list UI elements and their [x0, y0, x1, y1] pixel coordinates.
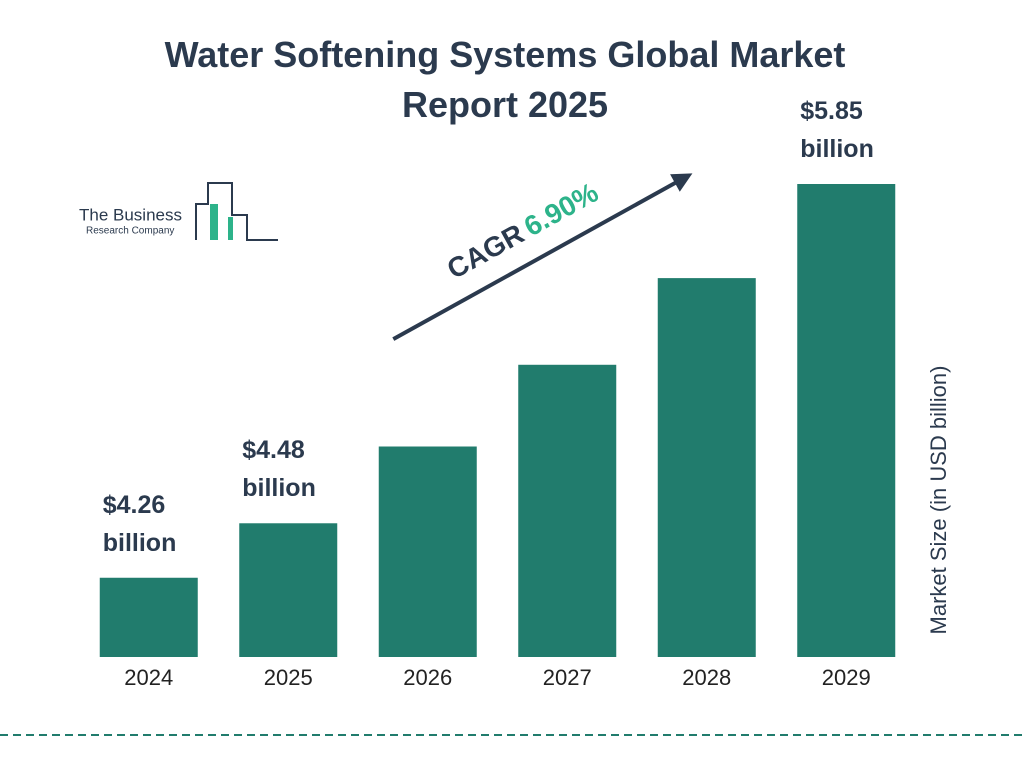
bar — [797, 184, 896, 657]
x-tick-label: 2026 — [403, 665, 452, 690]
bar — [99, 577, 198, 657]
bar — [378, 446, 477, 657]
cagr-value: 6.90% — [519, 177, 604, 243]
bar — [518, 364, 617, 657]
cagr-arrowhead — [670, 173, 693, 192]
x-tick-label: 2027 — [543, 665, 592, 690]
value-label: $5.85 billion — [800, 97, 874, 163]
value-label: $4.26 billion — [102, 490, 177, 557]
chart-title: Water Softening Systems Global Market Re… — [164, 34, 846, 125]
cagr-arrow — [392, 178, 681, 341]
bar — [239, 523, 338, 657]
x-tick-label: 2025 — [264, 665, 313, 690]
logo-subtext: Research Company — [86, 226, 174, 237]
cagr-label: CAGR — [442, 218, 529, 285]
bar — [657, 278, 756, 657]
x-tick-label: 2028 — [682, 665, 731, 690]
x-tick-label: 2029 — [822, 665, 871, 690]
x-tick-label: 2024 — [124, 665, 173, 690]
logo — [195, 182, 278, 241]
logo-text: The Business — [79, 205, 182, 224]
y-axis-label: Market Size (in USD billion) — [926, 366, 951, 635]
value-label: $4.48 billion — [242, 436, 316, 503]
